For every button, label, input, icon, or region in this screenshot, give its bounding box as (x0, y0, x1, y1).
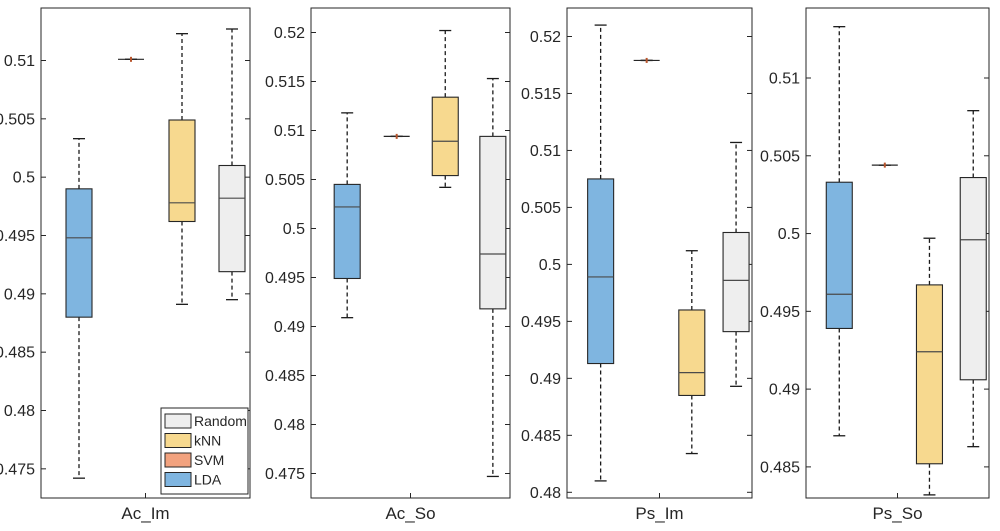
y-tick-label: 0.49 (530, 371, 561, 388)
y-tick-label: 0.495 (265, 270, 305, 287)
panel-ac-so: 0.475 0.48 0.485 0.49 0.495 0.5 0.505 0.51 0.515… (265, 7, 511, 523)
legend-swatch-random (164, 413, 192, 429)
y-tick-label: 0.49 (274, 319, 305, 336)
y-tick-label: 0.505 (521, 200, 561, 217)
x-axis-label: Ps_Im (635, 504, 683, 523)
box-iqr (431, 96, 459, 177)
y-tick-label: 0.515 (521, 86, 561, 103)
x-axis-label: Ac_So (385, 504, 435, 523)
box-svm (633, 57, 660, 63)
legend-label-random: Random (194, 413, 247, 429)
y-tick-label: 0.5 (778, 226, 800, 243)
box-random (218, 28, 246, 301)
box-lda (587, 24, 615, 482)
y-tick-label: 0.485 (760, 459, 800, 476)
box-iqr (218, 164, 246, 273)
legend-swatch-svm (164, 452, 192, 468)
y-tick-label: 0.485 (0, 345, 35, 362)
y-tick-label: 0.495 (521, 314, 561, 331)
y-tick-label: 0.48 (274, 417, 305, 434)
x-axis-label: Ps_So (872, 504, 922, 523)
box-random (479, 77, 507, 478)
y-tick-label: 0.52 (274, 25, 305, 42)
y-tick-label: 0.495 (760, 304, 800, 321)
box-lda (65, 138, 93, 479)
box-random (722, 141, 750, 387)
y-tick-label: 0.505 (760, 148, 800, 165)
legend-label-lda: LDA (194, 472, 222, 488)
legend-label-knn: kNN (194, 433, 221, 449)
y-tick-label: 0.48 (530, 485, 561, 502)
y-tick-label: 0.475 (265, 466, 305, 483)
box-iqr (65, 188, 93, 318)
y-tick-label: 0.52 (530, 29, 561, 46)
y-tick-label: 0.51 (769, 71, 800, 88)
box-random (959, 110, 987, 448)
y-tick-label: 0.49 (4, 286, 35, 303)
box-iqr (915, 284, 944, 465)
x-axis-label: Ac_Im (121, 504, 169, 523)
box-iqr (959, 177, 987, 381)
box-svm (871, 162, 898, 168)
box-knn (678, 250, 706, 455)
box-iqr (825, 181, 853, 329)
y-tick-label: 0.5 (539, 257, 561, 274)
box-iqr (678, 309, 706, 396)
y-tick-label: 0.49 (769, 382, 800, 399)
y-tick-label: 0.51 (530, 143, 561, 160)
box-knn (915, 237, 944, 496)
y-tick-label: 0.51 (4, 53, 35, 70)
box-iqr (587, 178, 615, 365)
box-svm (383, 133, 410, 139)
y-tick-label: 0.515 (265, 74, 305, 91)
legend: Random kNN SVM LDA (160, 407, 249, 495)
panel-ps-im: 0.48 0.485 0.49 0.495 0.5 0.505 0.51 0.515 0.52 P… (521, 7, 753, 523)
y-tick-label: 0.495 (0, 228, 35, 245)
legend-swatch-knn (164, 433, 192, 448)
box-iqr (479, 135, 507, 310)
panel-ps-so: 0.485 0.49 0.495 0.5 0.505 0.51 Ps_So (760, 7, 990, 523)
box-svm (118, 56, 144, 62)
box-knn (431, 29, 459, 188)
legend-swatch-lda (164, 472, 192, 487)
box-iqr (333, 183, 361, 280)
y-tick-label: 0.505 (265, 172, 305, 189)
box-iqr (722, 231, 750, 333)
y-tick-label: 0.485 (265, 368, 305, 385)
y-tick-label: 0.5 (13, 170, 35, 187)
y-tick-label: 0.475 (0, 461, 35, 478)
panel-ac-im: 0.475 0.48 0.485 0.49 0.495 0.5 0.505 0.51 Ac_Im… (0, 7, 251, 523)
y-tick-label: 0.51 (274, 123, 305, 140)
legend-label-svm: SVM (194, 452, 224, 468)
box-lda (825, 26, 853, 437)
y-tick-label: 0.505 (0, 111, 35, 128)
y-tick-label: 0.5 (283, 221, 305, 238)
box-lda (333, 112, 361, 319)
box-knn (168, 33, 196, 305)
box-iqr (168, 119, 196, 223)
y-tick-label: 0.48 (4, 403, 35, 420)
y-tick-label: 0.485 (521, 428, 561, 445)
